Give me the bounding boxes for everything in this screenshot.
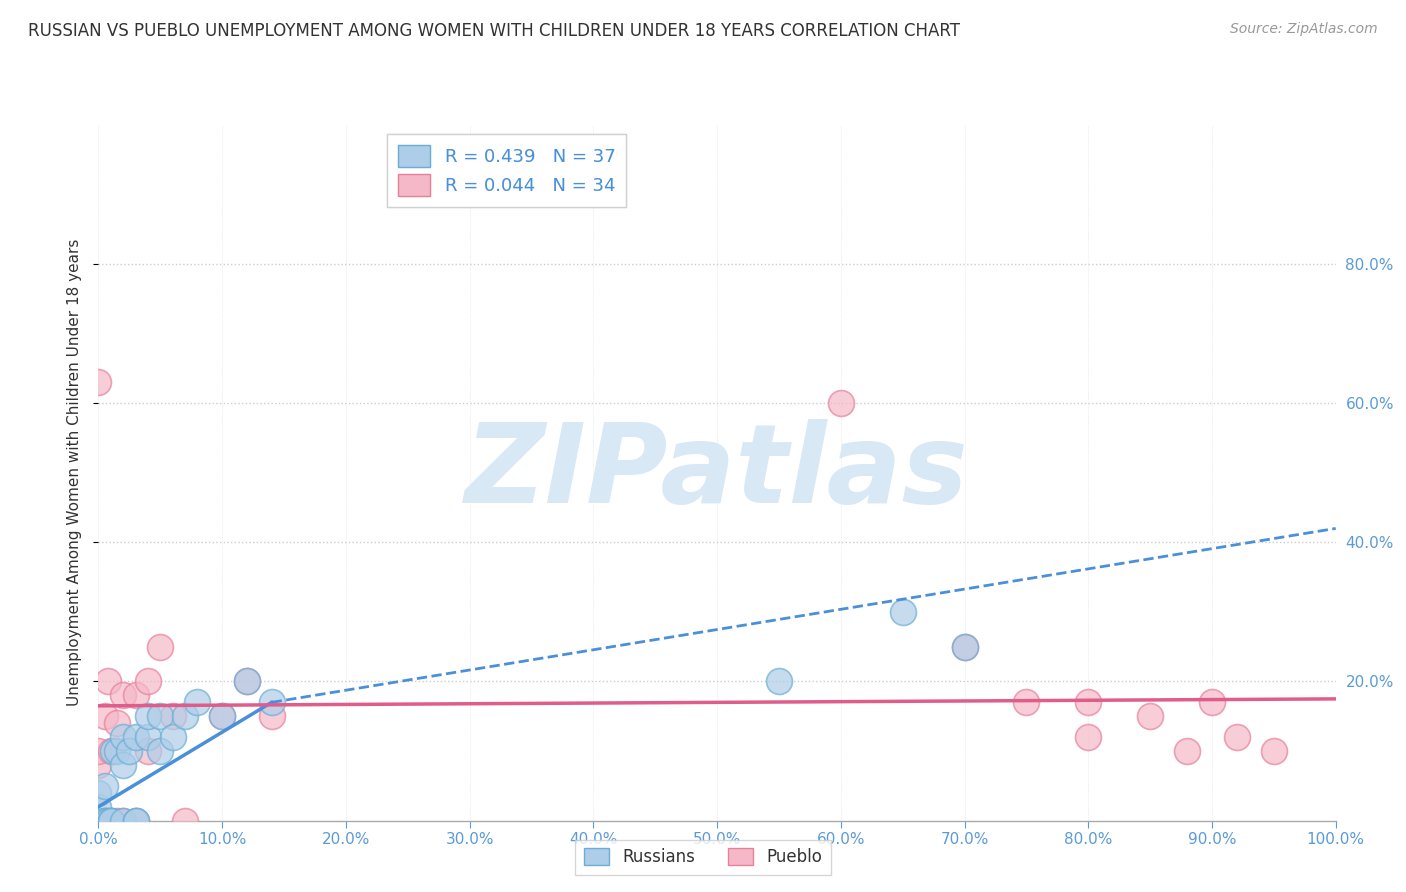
- Text: RUSSIAN VS PUEBLO UNEMPLOYMENT AMONG WOMEN WITH CHILDREN UNDER 18 YEARS CORRELAT: RUSSIAN VS PUEBLO UNEMPLOYMENT AMONG WOM…: [28, 22, 960, 40]
- Point: [1201, 695, 1223, 709]
- Y-axis label: Unemployment Among Women with Children Under 18 years: Unemployment Among Women with Children U…: [67, 239, 83, 706]
- Point: [124, 814, 146, 828]
- Point: [1175, 744, 1198, 758]
- Point: [211, 709, 233, 723]
- Point: [87, 814, 110, 828]
- Legend: Russians, Pueblo: Russians, Pueblo: [575, 840, 831, 875]
- Point: [162, 709, 184, 723]
- Point: [112, 758, 135, 772]
- Text: ZIPatlas: ZIPatlas: [465, 419, 969, 526]
- Point: [211, 709, 233, 723]
- Point: [100, 814, 122, 828]
- Point: [136, 709, 159, 723]
- Point: [87, 758, 110, 772]
- Point: [953, 640, 976, 654]
- Point: [87, 814, 110, 828]
- Point: [87, 814, 110, 828]
- Point: [97, 814, 120, 828]
- Point: [87, 814, 110, 828]
- Point: [124, 689, 146, 703]
- Point: [105, 744, 128, 758]
- Point: [1139, 709, 1161, 723]
- Point: [768, 674, 790, 689]
- Point: [162, 730, 184, 744]
- Text: Source: ZipAtlas.com: Source: ZipAtlas.com: [1230, 22, 1378, 37]
- Point: [105, 814, 128, 828]
- Point: [87, 744, 110, 758]
- Point: [1226, 730, 1249, 744]
- Point: [100, 814, 122, 828]
- Point: [1015, 695, 1038, 709]
- Point: [1077, 730, 1099, 744]
- Point: [112, 730, 135, 744]
- Point: [136, 674, 159, 689]
- Point: [100, 744, 122, 758]
- Point: [87, 814, 110, 828]
- Point: [87, 786, 110, 800]
- Point: [124, 814, 146, 828]
- Point: [93, 814, 115, 828]
- Point: [1263, 744, 1285, 758]
- Point: [105, 716, 128, 731]
- Point: [186, 695, 208, 709]
- Point: [953, 640, 976, 654]
- Legend: R = 0.439   N = 37, R = 0.044   N = 34: R = 0.439 N = 37, R = 0.044 N = 34: [387, 134, 627, 207]
- Point: [136, 744, 159, 758]
- Point: [87, 799, 110, 814]
- Point: [100, 814, 122, 828]
- Point: [87, 814, 110, 828]
- Point: [1077, 695, 1099, 709]
- Point: [136, 730, 159, 744]
- Point: [93, 709, 115, 723]
- Point: [87, 376, 110, 390]
- Point: [124, 814, 146, 828]
- Point: [149, 744, 172, 758]
- Point: [112, 689, 135, 703]
- Point: [236, 674, 259, 689]
- Point: [124, 730, 146, 744]
- Point: [103, 744, 125, 758]
- Point: [260, 695, 283, 709]
- Point: [260, 709, 283, 723]
- Point: [891, 605, 914, 619]
- Point: [830, 396, 852, 410]
- Point: [87, 814, 110, 828]
- Point: [93, 814, 115, 828]
- Point: [118, 744, 141, 758]
- Point: [93, 779, 115, 793]
- Point: [112, 814, 135, 828]
- Point: [174, 814, 197, 828]
- Point: [100, 814, 122, 828]
- Point: [93, 814, 115, 828]
- Point: [149, 640, 172, 654]
- Point: [149, 709, 172, 723]
- Point: [174, 709, 197, 723]
- Point: [112, 814, 135, 828]
- Point: [97, 674, 120, 689]
- Point: [87, 814, 110, 828]
- Point: [236, 674, 259, 689]
